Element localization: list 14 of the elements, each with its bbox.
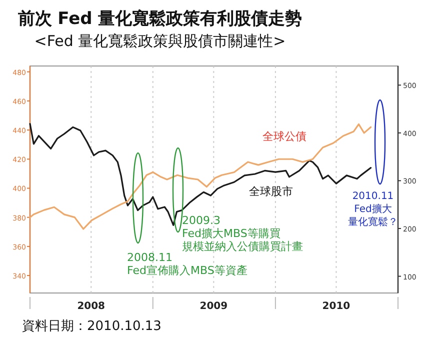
x-tick-label: 2008 (77, 301, 106, 312)
series-label: 全球公債 (262, 130, 307, 144)
chart-subtitle: <Fed 量化寬鬆政策與股債市關連性> (34, 32, 286, 50)
annotation: 2009.3 (182, 214, 220, 227)
chart-title: 前次 Fed 量化寬鬆政策有利股債走勢 (16, 9, 302, 29)
annotation: 2010.11 (352, 191, 394, 202)
x-tick-label: 2009 (200, 301, 228, 312)
annotation: Fed擴大MBS等購買規模並納入公債購買計畫 (182, 227, 303, 253)
annotation: Fed宣佈購入MBS等資產 (127, 264, 248, 277)
annotation: Fed擴大量化寬鬆？ (348, 203, 398, 228)
text: 資料日期：2010.10.13 (22, 319, 162, 334)
annotation: 2008.11 (127, 251, 172, 264)
x-tick-label: 2010 (322, 301, 350, 312)
series-label: 全球股市 (249, 184, 294, 198)
